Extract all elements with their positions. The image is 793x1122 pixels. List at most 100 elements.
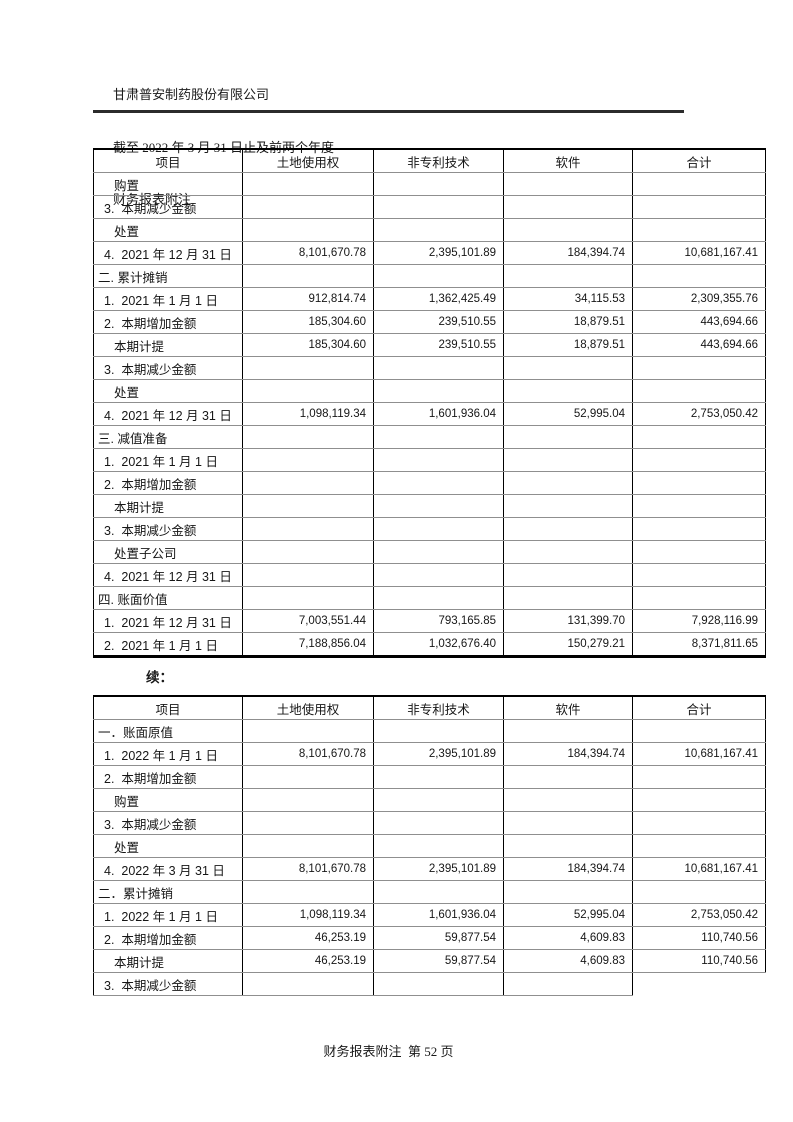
- cell-value: [242, 425, 374, 449]
- cell-value: 8,371,811.65: [632, 632, 766, 657]
- row-label: 二. 累计摊销: [93, 264, 243, 288]
- cell-value: 2,395,101.89: [373, 742, 504, 766]
- cell-value: [242, 540, 374, 564]
- table-row: 处置: [93, 834, 766, 858]
- cell-value: 1,601,936.04: [373, 402, 504, 426]
- cell-value: [503, 471, 633, 495]
- row-label: 2. 本期增加金额: [93, 310, 243, 334]
- column-header: 项目: [93, 696, 243, 720]
- cell-value: 8,101,670.78: [242, 742, 374, 766]
- cell-value: [242, 765, 374, 789]
- cell-value: [503, 563, 633, 587]
- cell-value: 8,101,670.78: [242, 857, 374, 881]
- cell-value: [242, 834, 374, 858]
- row-label: 处置: [93, 218, 243, 242]
- cell-value: [632, 788, 766, 812]
- cell-value: 7,003,551.44: [242, 609, 374, 633]
- cell-value: 150,279.21: [503, 632, 633, 657]
- cell-value: 46,253.19: [242, 949, 374, 973]
- cell-value: [632, 379, 766, 403]
- row-label: 1. 2022 年 1 月 1 日: [93, 742, 243, 766]
- row-label: 处置: [93, 379, 243, 403]
- row-label: 3. 本期减少金额: [93, 517, 243, 541]
- column-header: 软件: [503, 149, 633, 173]
- cell-value: 18,879.51: [503, 310, 633, 334]
- cell-value: [632, 471, 766, 495]
- cell-value: [242, 517, 374, 541]
- cell-value: [373, 788, 504, 812]
- cell-value: [503, 425, 633, 449]
- table-row: 3. 本期减少金额: [93, 972, 766, 996]
- cell-value: [373, 356, 504, 380]
- header-row: 项目 土地使用权 非专利技术 软件 合计: [93, 149, 766, 173]
- table-row: 1. 2022 年 1 月 1 日 8,101,670.78 2,395,101.8…: [93, 742, 766, 766]
- cell-value: [373, 880, 504, 904]
- row-label: 2. 2021 年 1 月 1 日: [93, 632, 243, 657]
- cell-value: [242, 448, 374, 472]
- table-row: 本期计提: [93, 494, 766, 518]
- cell-value: 110,740.56: [632, 949, 766, 973]
- cell-value: [373, 172, 504, 196]
- cell-value: [632, 195, 766, 219]
- table-row: 1. 2021 年 12 月 31 日 7,003,551.44 793,165.8…: [93, 609, 766, 633]
- row-label: 一．账面原值: [93, 719, 243, 743]
- cell-value: [373, 218, 504, 242]
- cell-value: [242, 880, 374, 904]
- cell-value: [632, 264, 766, 288]
- row-label: 二．累计摊销: [93, 880, 243, 904]
- table-row: 一．账面原值: [93, 719, 766, 743]
- table-row: 二. 累计摊销: [93, 264, 766, 288]
- cell-value: [242, 972, 374, 996]
- row-label: 四. 账面价值: [93, 586, 243, 610]
- cell-value: [503, 765, 633, 789]
- row-label: 购置: [93, 172, 243, 196]
- row-label: 2. 本期增加金额: [93, 765, 243, 789]
- cell-value: 59,877.54: [373, 926, 504, 950]
- cell-value: 793,165.85: [373, 609, 504, 633]
- cell-value: [242, 356, 374, 380]
- row-label: 1. 2021 年 1 月 1 日: [93, 448, 243, 472]
- row-label: 1. 2021 年 12 月 31 日: [93, 609, 243, 633]
- cell-value: [503, 788, 633, 812]
- cell-value: [373, 379, 504, 403]
- cell-value: 7,188,856.04: [242, 632, 374, 657]
- cell-value: [503, 880, 633, 904]
- cell-value: 10,681,167.41: [632, 857, 766, 881]
- cell-value: 184,394.74: [503, 742, 633, 766]
- continued-label: 续：: [146, 670, 173, 685]
- cell-value: 59,877.54: [373, 949, 504, 973]
- cell-value: 239,510.55: [373, 310, 504, 334]
- row-label: 3. 本期减少金额: [93, 195, 243, 219]
- table-row: 3. 本期减少金额: [93, 356, 766, 380]
- cell-value: 131,399.70: [503, 609, 633, 633]
- cell-value: [632, 448, 766, 472]
- cell-value: 52,995.04: [503, 903, 633, 927]
- table-row: 处置: [93, 218, 766, 242]
- column-header: 非专利技术: [373, 149, 504, 173]
- table-row: 处置: [93, 379, 766, 403]
- cell-value: [503, 540, 633, 564]
- cell-value: [632, 719, 766, 743]
- table-row: 4. 2022 年 3 月 31 日 8,101,670.78 2,395,101.…: [93, 857, 766, 881]
- cell-value: 46,253.19: [242, 926, 374, 950]
- cell-value: [373, 586, 504, 610]
- cell-value: 1,098,119.34: [242, 402, 374, 426]
- cell-value: 1,098,119.34: [242, 903, 374, 927]
- row-label: 4. 2021 年 12 月 31 日: [93, 563, 243, 587]
- cell-value: 443,694.66: [632, 310, 766, 334]
- table-row: 3. 本期减少金额: [93, 811, 766, 835]
- cell-value: [503, 811, 633, 835]
- cell-value: [242, 586, 374, 610]
- cell-value: [373, 719, 504, 743]
- table-row: 2. 本期增加金额: [93, 765, 766, 789]
- cell-value: 110,740.56: [632, 926, 766, 950]
- cell-value: [632, 972, 766, 996]
- cell-value: [632, 540, 766, 564]
- cell-value: [242, 494, 374, 518]
- cell-value: [373, 264, 504, 288]
- cell-value: [503, 586, 633, 610]
- cell-value: [373, 563, 504, 587]
- table-row: 3. 本期减少金额: [93, 195, 766, 219]
